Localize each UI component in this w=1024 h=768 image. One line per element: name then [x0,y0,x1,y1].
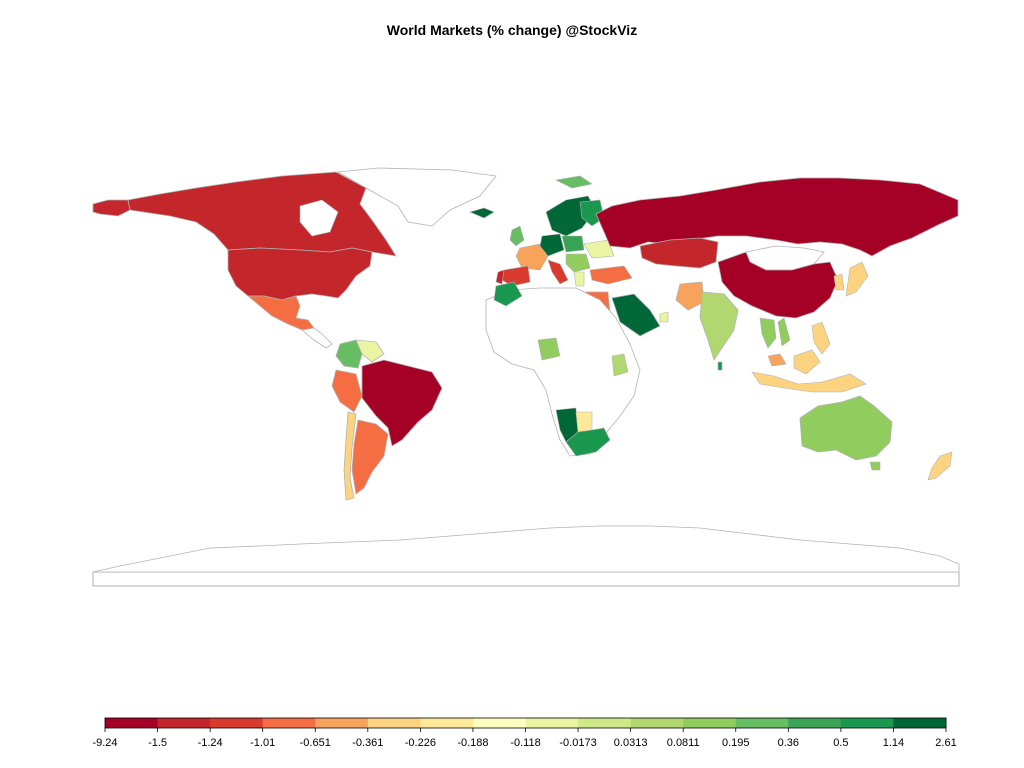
legend-swatch [525,718,579,728]
legend-break-label: 0.195 [722,737,750,749]
color-legend: -9.24 -1.5 -1.24 -1.01 -0.651 -0.361 -0.226 -0.… [92,717,957,749]
region-brazil[interactable] [361,359,443,447]
legend-break-label: -0.188 [457,737,488,749]
region-philippines[interactable] [811,321,831,355]
legend-break-label: 0.36 [778,737,799,749]
region-pakistan[interactable] [675,281,705,311]
region-saudi-arabia[interactable] [611,293,661,337]
region-argentina[interactable] [351,419,389,495]
legend-break-label: -0.226 [405,737,436,749]
legend-swatch [367,718,421,728]
region-poland[interactable] [561,235,585,253]
region-finland[interactable] [579,199,605,227]
legend-break-label: -0.361 [352,737,383,749]
legend-break-label: -1.24 [198,737,223,749]
legend-swatch [315,718,369,728]
legend-swatch [472,718,526,728]
legend-swatch [630,718,684,728]
legend-break-label: -0.0173 [559,737,596,749]
page-title: World Markets (% change) @StockViz [386,22,638,38]
region-canada[interactable] [127,171,397,257]
region-mexico[interactable] [246,295,315,331]
legend-break-label: 0.0811 [667,737,700,749]
region-usa[interactable] [227,247,373,301]
region-venezuela[interactable] [355,339,385,363]
region-chile[interactable] [343,411,357,501]
region-japan[interactable] [845,261,869,297]
region-thailand[interactable] [759,317,777,349]
legend-swatch [157,718,211,728]
region-borneo[interactable] [793,349,821,375]
region-tasmania[interactable] [869,461,881,471]
region-korea[interactable] [833,273,845,291]
legend-swatch [735,718,789,728]
region-nigeria[interactable] [537,337,561,361]
legend-break-label: -0.118 [510,737,540,749]
region-turkey[interactable] [589,265,633,285]
legend-break-label: 1.14 [883,737,904,749]
region-alaska[interactable] [92,199,131,217]
region-morocco[interactable] [493,281,523,307]
legend-break-label: -1.01 [250,737,275,749]
region-india[interactable] [699,291,739,361]
region-greenland [336,167,497,227]
region-new-zealand[interactable] [927,451,953,481]
region-australia[interactable] [799,395,893,461]
region-kazakhstan[interactable] [639,237,719,269]
region-greece[interactable] [573,271,585,287]
region-ukraine[interactable] [583,239,615,259]
region-malaysia[interactable] [767,353,787,367]
legend-break-label: 0.5 [833,737,848,749]
legend-swatch [788,718,842,728]
region-china[interactable] [717,251,839,319]
legend-swatch [893,718,947,728]
region-botswana[interactable] [575,411,593,433]
legend-swatch [262,718,316,728]
region-vietnam[interactable] [777,317,791,347]
legend-swatch [105,718,159,728]
legend-swatch [683,718,737,728]
region-portugal[interactable] [495,269,505,285]
map-frame [92,571,960,587]
region-germany[interactable] [539,233,565,257]
hudson-bay [299,199,339,237]
region-antarctica [92,525,960,573]
region-nordic-north [555,175,593,189]
legend-break-label: 2.61 [935,737,956,749]
legend-break-label: 0.0313 [614,737,648,749]
region-balkans[interactable] [565,253,591,273]
region-sri-lanka[interactable] [717,361,723,371]
region-south-africa[interactable] [565,427,611,457]
legend-break-label: -0.651 [300,737,331,749]
region-peru[interactable] [331,369,363,413]
legend-swatch [210,718,264,728]
region-kenya[interactable] [611,353,629,377]
legend-swatch [578,718,632,728]
region-central-america [301,327,333,349]
region-italy[interactable] [547,259,569,285]
legend-swatch [420,718,474,728]
region-uk[interactable] [509,225,525,247]
legend-swatch [840,718,894,728]
region-france[interactable] [515,243,549,271]
legend-break-label: -9.24 [92,737,117,749]
region-iceland [469,207,495,219]
region-indonesia[interactable] [751,371,867,393]
legend-break-label: -1.5 [148,737,167,749]
region-spain[interactable] [501,265,531,287]
region-uae[interactable] [659,311,669,323]
